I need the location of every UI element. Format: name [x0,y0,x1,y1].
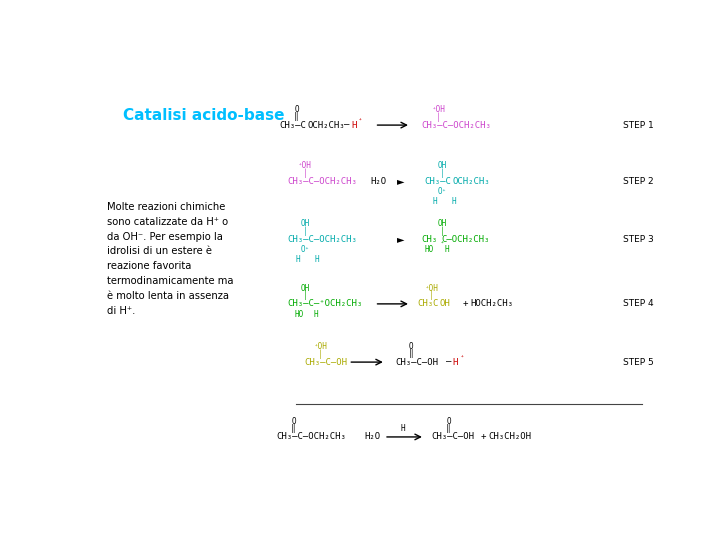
Text: CH₃–C: CH₃–C [280,120,307,130]
Text: HO: HO [294,310,304,319]
Text: STEP 5: STEP 5 [623,357,654,367]
Text: H: H [295,255,300,264]
Text: H: H [453,357,458,367]
Text: HO: HO [425,245,434,254]
Text: OCH₂CH₃: OCH₂CH₃ [307,120,346,130]
Text: │: │ [302,168,307,178]
Text: O⁺: O⁺ [300,245,310,254]
Text: CH₃–C–⁺OCH₂CH₃: CH₃–C–⁺OCH₂CH₃ [287,299,362,308]
Text: H: H [401,424,405,433]
Text: OH: OH [439,299,450,308]
Text: O: O [292,417,296,426]
Text: OH: OH [300,219,310,228]
Text: –: – [446,357,451,367]
Text: CH₃: CH₃ [418,299,433,308]
Text: STEP 3: STEP 3 [623,235,654,244]
Text: ►: ► [397,176,405,186]
Text: │: │ [318,349,323,359]
Text: Molte reazioni chimiche
sono catalizzate da H⁺ o
da OH⁻. Per esempio la
idrolisi: Molte reazioni chimiche sono catalizzate… [107,202,233,315]
Text: OCH₂CH₃: OCH₂CH₃ [453,177,490,186]
Text: OH: OH [438,219,446,228]
Text: STEP 4: STEP 4 [623,299,654,308]
Text: ⁺: ⁺ [460,353,464,362]
Text: ‖: ‖ [408,349,413,358]
Text: H: H [315,255,319,264]
Text: H: H [433,197,437,206]
Text: │: │ [302,226,307,236]
Text: C: C [432,299,438,308]
Text: H: H [451,197,456,206]
Text: OH: OH [438,161,446,170]
Text: │: │ [440,226,444,236]
Text: │: │ [436,112,441,122]
Text: O: O [446,417,451,426]
Text: CH₃: CH₃ [421,235,437,244]
Text: CH₃–C–OCH₂CH₃: CH₃–C–OCH₂CH₃ [287,177,357,186]
Text: ⁺OH: ⁺OH [313,342,328,351]
Text: ⁺OH: ⁺OH [425,284,438,293]
Text: ‖: ‖ [294,112,299,122]
Text: STEP 1: STEP 1 [623,120,654,130]
Text: +: + [481,433,486,441]
Text: ⁺OH: ⁺OH [432,105,446,114]
Text: ⁺: ⁺ [359,116,363,125]
Text: C–OCH₂CH₃: C–OCH₂CH₃ [441,235,490,244]
Text: H: H [445,245,449,254]
Text: CH₃–C–OCH₂CH₃: CH₃–C–OCH₂CH₃ [287,235,357,244]
Text: O⁺: O⁺ [438,187,446,196]
Text: │: │ [440,168,444,178]
Text: ►: ► [397,234,405,245]
Text: +: + [463,299,468,308]
Text: CH₃–C: CH₃–C [425,177,451,186]
Text: HOCH₂CH₃: HOCH₂CH₃ [471,299,513,308]
Text: │: │ [302,291,307,300]
Text: CH₃–C–OH: CH₃–C–OH [395,357,438,367]
Text: CH₃–C–OH: CH₃–C–OH [431,433,474,441]
Text: –: – [344,120,349,130]
Text: CH₃CH₂OH: CH₃CH₂OH [488,433,531,441]
Text: CH₃–C–OH: CH₃–C–OH [305,357,348,367]
Text: ⁺OH: ⁺OH [298,161,312,170]
Text: O: O [408,342,413,351]
Text: │: │ [429,291,434,300]
Text: ‖: ‖ [292,424,296,433]
Text: H₂O: H₂O [371,177,387,186]
Text: STEP 2: STEP 2 [623,177,654,186]
Text: OH: OH [300,284,310,293]
Text: ⁺: ⁺ [441,238,445,247]
Text: O: O [294,105,299,114]
Text: Catalisi acido-base: Catalisi acido-base [124,109,285,124]
Text: CH₃–C–OCH₂CH₃: CH₃–C–OCH₂CH₃ [276,433,346,441]
Text: H₂O: H₂O [364,433,381,441]
Text: H: H [351,120,356,130]
Text: CH₃–C–OCH₂CH₃: CH₃–C–OCH₂CH₃ [421,120,491,130]
Text: H: H [313,310,318,319]
Text: ‖: ‖ [446,424,451,433]
